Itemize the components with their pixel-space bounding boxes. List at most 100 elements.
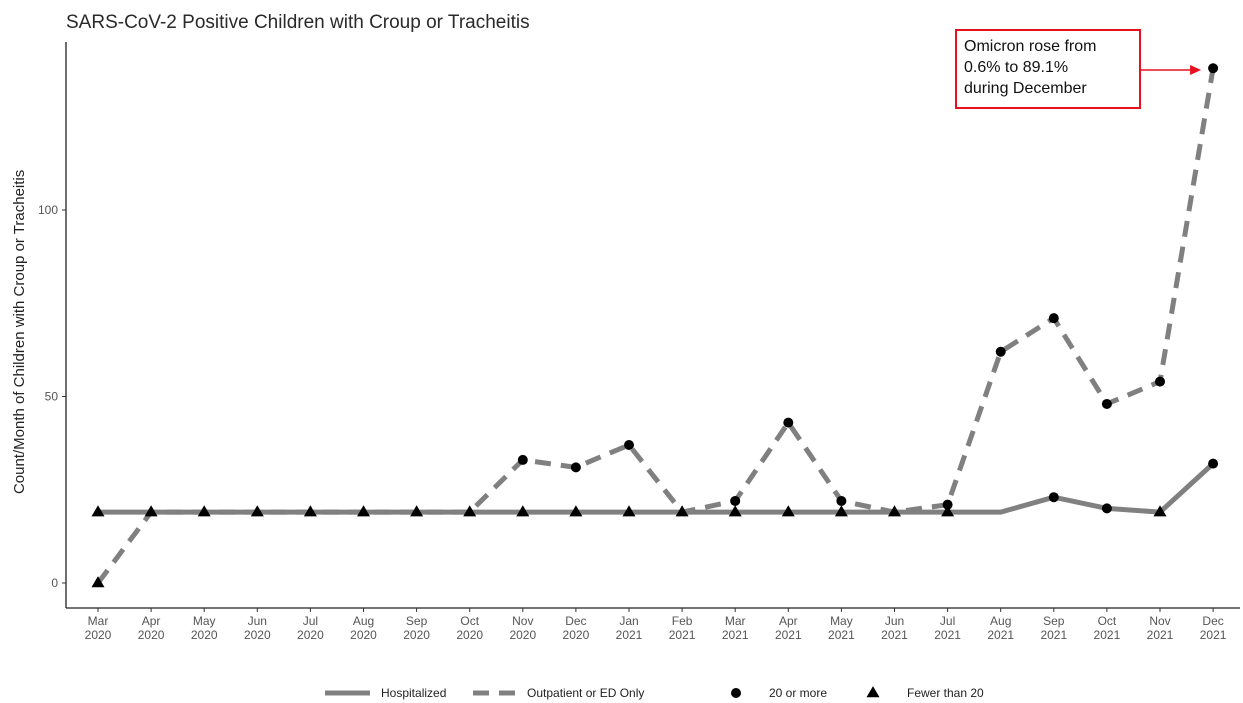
data-point-triangle	[888, 505, 901, 517]
x-tick-label-month: Nov	[512, 614, 533, 628]
data-point-triangle	[410, 505, 424, 517]
data-point-circle	[517, 454, 528, 465]
x-tick-label-month: Jul	[940, 614, 955, 628]
data-point-triangle	[834, 505, 848, 517]
data-point-circle	[1101, 503, 1112, 514]
data-point-circle	[730, 495, 741, 506]
data-point-triangle	[357, 505, 370, 517]
data-point-circle	[1048, 492, 1059, 503]
data-point-circle	[570, 462, 581, 473]
x-tick-label-year: 2020	[563, 628, 590, 642]
x-tick-label-year: 2021	[1200, 628, 1227, 642]
data-point-triangle	[197, 505, 211, 517]
x-tick-label-year: 2020	[456, 628, 483, 642]
data-point-circle	[624, 439, 634, 450]
x-tick-label-month: Aug	[353, 614, 374, 628]
data-point-triangle	[144, 505, 158, 517]
annotation-box: Omicron rose from 0.6% to 89.1% during D…	[955, 29, 1141, 109]
x-tick-label-year: 2020	[138, 628, 165, 642]
data-point-triangle	[463, 505, 477, 517]
x-tick-label-year: 2020	[191, 628, 218, 642]
x-tick-label-month: Dec	[565, 614, 586, 628]
x-tick-label-year: 2020	[350, 628, 377, 642]
x-tick-label-month: Jun	[248, 614, 267, 628]
data-point-triangle	[91, 576, 105, 588]
y-tick-label: 100	[38, 203, 58, 217]
data-point-triangle	[569, 505, 583, 517]
annotation-line: 0.6% to 89.1%	[964, 59, 1069, 76]
marker-layer	[91, 63, 1219, 588]
x-tick-label-month: Sep	[1043, 614, 1065, 628]
series-line-hospitalized	[98, 461, 1215, 515]
x-tick-label-month: Mar	[725, 614, 746, 628]
x-tick-label-month: Apr	[142, 614, 161, 628]
x-tick-label-month: Apr	[779, 614, 798, 628]
data-point-triangle	[781, 505, 795, 517]
x-tick-label-year: 2020	[403, 628, 430, 642]
x-tick-label-month: Oct	[1098, 614, 1117, 628]
data-point-circle	[1208, 458, 1219, 469]
x-tick-label-year: 2020	[297, 628, 324, 642]
axes: 050100Mar2020Apr2020May2020Jun2020Jul202…	[11, 42, 1240, 642]
x-tick-label-year: 2021	[1147, 628, 1174, 642]
x-tick-label-year: 2020	[244, 628, 271, 642]
data-point-triangle	[1153, 505, 1167, 517]
x-tick-label-year: 2021	[616, 628, 643, 642]
x-tick-label-year: 2021	[828, 628, 855, 642]
x-tick-label-month: May	[193, 614, 216, 628]
legend-swatch-circle	[731, 688, 741, 698]
data-point-circle	[1048, 313, 1059, 324]
data-point-triangle	[516, 505, 530, 517]
data-point-triangle	[675, 505, 689, 517]
x-tick-label-month: Feb	[672, 614, 693, 628]
data-point-circle	[783, 417, 794, 428]
x-tick-label-year: 2021	[722, 628, 749, 642]
legend-label: 20 or more	[769, 686, 827, 700]
x-tick-label-year: 2021	[934, 628, 961, 642]
data-point-circle	[836, 495, 847, 506]
x-tick-label-month: Jan	[619, 614, 638, 628]
x-tick-label-month: Jun	[885, 614, 904, 628]
data-point-circle	[1101, 398, 1112, 409]
data-point-triangle	[303, 505, 317, 517]
data-point-triangle	[91, 505, 105, 517]
x-tick-label-year: 2021	[987, 628, 1014, 642]
series-line-outpatient-or-ed-only	[95, 67, 1216, 585]
data-point-triangle	[622, 505, 636, 517]
x-tick-label-year: 2021	[1094, 628, 1121, 642]
legend: Hospitalized Outpatient or ED Only 20 or m…	[325, 686, 984, 700]
data-point-circle	[942, 499, 953, 510]
data-point-triangle	[250, 505, 264, 517]
data-point-circle	[1155, 376, 1165, 387]
x-tick-label-month: Sep	[406, 614, 428, 628]
data-point-circle	[995, 346, 1006, 357]
x-tick-label-year: 2021	[881, 628, 908, 642]
x-tick-label-month: Jul	[303, 614, 318, 628]
y-tick-label: 50	[45, 390, 59, 404]
x-tick-label-year: 2021	[775, 628, 802, 642]
legend-label: Hospitalized	[381, 686, 446, 700]
data-point-triangle	[728, 505, 742, 517]
x-tick-label-year: 2021	[1040, 628, 1067, 642]
y-tick-label: 0	[51, 576, 58, 590]
x-tick-label-month: Oct	[460, 614, 479, 628]
chart-title: SARS-CoV-2 Positive Children with Croup …	[66, 12, 530, 33]
x-tick-label-month: Nov	[1149, 614, 1170, 628]
x-tick-label-month: Mar	[88, 614, 109, 628]
annotation-line: during December	[964, 80, 1087, 97]
annotation-arrow-head	[1190, 65, 1202, 75]
legend-swatch-triangle	[866, 686, 880, 698]
data-point-triangle	[941, 505, 955, 517]
series-layer	[95, 67, 1216, 585]
x-tick-label-month: Dec	[1202, 614, 1223, 628]
x-tick-label-month: May	[830, 614, 853, 628]
x-tick-label-year: 2020	[85, 628, 112, 642]
legend-label: Fewer than 20	[907, 686, 984, 700]
data-point-circle	[1208, 63, 1219, 74]
x-tick-label-year: 2020	[509, 628, 536, 642]
annotation-arrow	[1141, 65, 1202, 75]
annotation-line: Omicron rose from	[964, 38, 1097, 55]
x-tick-label-year: 2021	[669, 628, 696, 642]
y-axis-label: Count/Month of Children with Croup or Tr…	[11, 170, 28, 494]
